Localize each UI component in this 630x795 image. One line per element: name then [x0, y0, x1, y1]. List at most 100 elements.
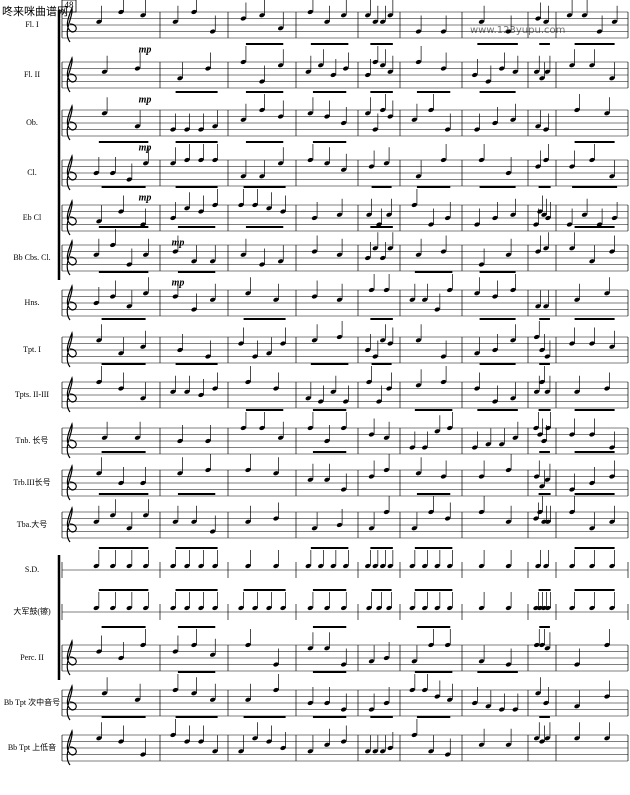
notehead — [172, 294, 179, 299]
notehead — [510, 117, 516, 122]
notehead — [198, 392, 204, 398]
notehead — [245, 697, 251, 702]
notehead — [318, 399, 324, 404]
notehead — [343, 66, 349, 71]
staff-label: Tba.大号 — [17, 519, 47, 529]
notehead — [505, 467, 512, 473]
notehead — [574, 704, 580, 709]
notehead — [280, 209, 286, 214]
notehead — [126, 177, 132, 182]
notehead — [444, 516, 451, 521]
notehead — [428, 642, 434, 648]
notehead — [140, 222, 146, 227]
notehead — [383, 655, 390, 661]
notehead — [324, 161, 330, 166]
notehead — [191, 259, 197, 264]
notehead — [422, 605, 428, 611]
notehead — [478, 563, 485, 569]
notehead — [505, 662, 512, 667]
notehead — [198, 563, 204, 569]
notehead — [447, 563, 453, 569]
notehead — [266, 351, 272, 356]
notehead — [544, 736, 551, 741]
notehead — [93, 605, 99, 611]
notehead — [543, 246, 549, 251]
notehead — [184, 206, 190, 211]
notehead — [589, 526, 595, 531]
notehead — [569, 164, 575, 169]
notehead — [118, 9, 124, 15]
notehead — [184, 127, 190, 132]
notehead — [240, 59, 247, 65]
notehead — [409, 605, 415, 611]
notehead — [118, 739, 124, 744]
notehead — [474, 386, 480, 391]
notehead — [485, 704, 491, 709]
staff-label: Tpt. I — [23, 345, 41, 354]
notehead — [428, 107, 434, 113]
notehead — [411, 732, 418, 738]
notehead — [415, 174, 422, 179]
notehead — [589, 157, 595, 163]
notehead — [110, 294, 116, 299]
notehead — [533, 389, 540, 394]
notehead — [409, 687, 415, 693]
notehead — [126, 262, 132, 267]
notehead — [126, 526, 132, 531]
notehead — [383, 435, 390, 440]
notehead — [434, 307, 440, 312]
notehead — [368, 164, 375, 169]
notehead — [170, 605, 176, 611]
notehead — [440, 249, 447, 254]
notehead — [273, 563, 279, 569]
notehead — [505, 742, 512, 747]
notehead — [415, 338, 422, 343]
notehead — [212, 563, 218, 569]
notehead — [505, 252, 512, 257]
notehead — [574, 736, 580, 741]
notehead — [336, 522, 343, 528]
notehead — [170, 563, 176, 569]
notehead — [581, 13, 588, 18]
notehead — [589, 563, 595, 569]
notehead — [311, 215, 318, 221]
notehead — [198, 605, 204, 611]
notehead — [184, 739, 190, 744]
notehead — [172, 519, 179, 524]
notehead — [434, 605, 440, 611]
notehead — [589, 432, 595, 437]
notehead — [307, 425, 314, 431]
notehead — [273, 471, 279, 476]
notehead — [368, 432, 375, 437]
notehead — [415, 252, 422, 257]
notehead — [143, 161, 149, 166]
notehead — [336, 252, 343, 257]
notehead — [209, 259, 216, 264]
notehead — [134, 66, 141, 71]
notehead — [474, 291, 480, 296]
notehead — [387, 563, 393, 569]
notehead — [340, 605, 347, 611]
notehead — [273, 386, 279, 391]
notehead — [96, 219, 102, 224]
notehead — [184, 605, 190, 611]
notehead — [604, 291, 610, 296]
notehead — [365, 13, 371, 18]
notehead — [198, 739, 204, 744]
notehead — [259, 13, 265, 18]
notehead — [110, 170, 116, 176]
notehead — [336, 212, 343, 217]
notehead — [533, 334, 540, 340]
notehead — [191, 519, 197, 524]
notehead — [485, 442, 491, 447]
notehead — [544, 354, 551, 359]
notehead — [170, 127, 176, 132]
notehead — [383, 509, 390, 515]
notehead — [343, 399, 349, 404]
notehead — [434, 429, 440, 434]
staff-label: Bb Tpt 次中音号 — [4, 697, 60, 707]
notehead — [566, 13, 573, 18]
notehead — [191, 9, 197, 15]
notehead — [499, 442, 505, 447]
notehead — [266, 206, 272, 211]
